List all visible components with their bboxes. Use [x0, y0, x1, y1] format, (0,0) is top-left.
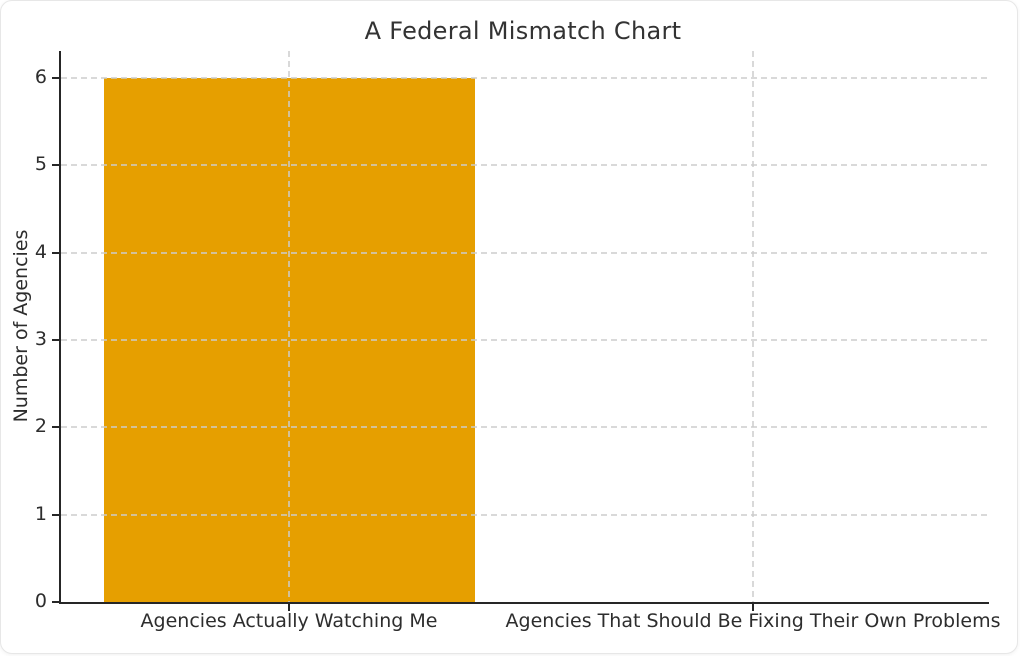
- y-tick-mark-1: [52, 513, 59, 516]
- y-tick-mark-0: [52, 601, 59, 603]
- gridline-y-2: [61, 426, 989, 429]
- y-tick-mark-4: [52, 251, 59, 254]
- y-tick-mark-3: [52, 339, 59, 341]
- plot-area: 0 1 2 3 4 5 6 Agencies Actually Watching Me Agen…: [35, 51, 1000, 631]
- x-tick-mark-1: [752, 604, 754, 611]
- gridline-x-1: [752, 51, 754, 602]
- x-tick-label-0: Agencies Actually Watching Me: [140, 610, 438, 632]
- gridline-y-6: [61, 77, 989, 80]
- y-tick-label-4: 4: [34, 240, 47, 263]
- x-tick-label-1: Agencies That Should Be Fixing Their Own…: [505, 610, 1001, 632]
- gridline-x-0: [288, 51, 290, 602]
- y-tick-label-3: 3: [34, 328, 47, 351]
- y-tick-label-1: 1: [34, 502, 47, 525]
- y-tick-label-6: 6: [34, 66, 47, 89]
- y-tick-label-0: 0: [34, 590, 47, 613]
- gridline-y-4: [61, 251, 989, 254]
- x-tick-mark-0: [288, 604, 290, 611]
- y-tick-label-5: 5: [34, 153, 47, 176]
- y-axis-label: Number of Agencies: [10, 229, 32, 423]
- y-tick-mark-2: [52, 426, 59, 429]
- chart-title: A Federal Mismatch Chart: [364, 17, 682, 45]
- y-tick-mark-6: [52, 77, 59, 80]
- y-tick-label-2: 2: [34, 415, 47, 438]
- y-tick-mark-5: [52, 164, 59, 167]
- gridline-y-5: [61, 164, 989, 167]
- gridline-y-3: [61, 339, 989, 341]
- gridline-y-1: [61, 513, 989, 516]
